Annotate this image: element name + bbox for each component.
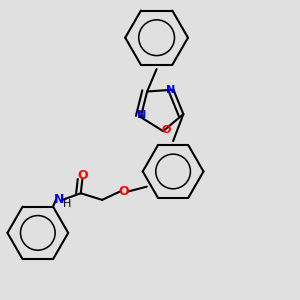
Text: O: O [77, 169, 88, 182]
Text: N: N [137, 110, 146, 120]
Text: N: N [166, 85, 176, 95]
Text: N: N [54, 194, 64, 206]
Text: H: H [63, 199, 72, 209]
Text: O: O [118, 185, 129, 198]
Text: O: O [161, 125, 170, 136]
